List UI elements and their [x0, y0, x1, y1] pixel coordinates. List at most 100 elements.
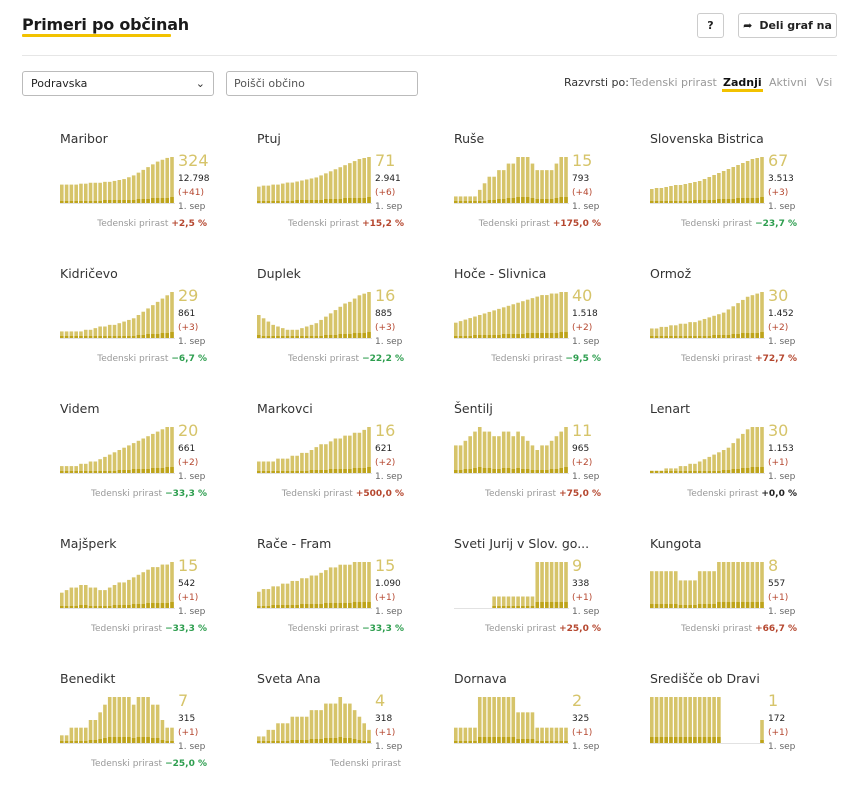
weekly-growth-value: −33,3 %: [362, 624, 404, 634]
municipality-card[interactable]: Slovenska Bistrica 67 3.513 (+3) 1. sep Teden…: [650, 131, 840, 251]
sort-option-all[interactable]: Vsi: [816, 76, 833, 89]
help-button[interactable]: ?: [697, 13, 724, 38]
chart-bar-new: [103, 471, 107, 473]
chart-bar-new: [492, 737, 496, 743]
weekly-growth-label: Tedenski prirast: [97, 219, 169, 229]
chart-bar-new: [712, 471, 716, 473]
chart-bar-new: [338, 334, 343, 338]
chart-bar-new: [257, 741, 261, 743]
last-value: 16: [375, 286, 396, 305]
weekly-growth-label: Tedenski prirast: [681, 354, 753, 364]
chart-bar-new: [511, 737, 516, 743]
chart-bar-new: [266, 471, 271, 473]
chart-bar-new: [726, 470, 731, 473]
chart-bar: [501, 307, 506, 338]
chart-bar: [530, 596, 535, 608]
municipality-card[interactable]: Benedikt 7 315 (+1) 1. sep Tedenski prirast −2…: [60, 671, 250, 791]
municipality-card[interactable]: Šentilj 11 965 (+2) 1. sep Tedenski prirast +7…: [454, 401, 644, 521]
chart-bar: [309, 575, 314, 608]
chart-bar: [664, 571, 668, 608]
chart-bar-new: [112, 200, 117, 203]
municipality-card[interactable]: Sveta Ana 4 318 (+1) 1. sep Tedenski prirast: [257, 671, 447, 791]
date-label: 1. sep: [572, 202, 600, 212]
chart-bar: [324, 444, 328, 473]
chart-bar: [745, 562, 750, 608]
chart-bar-new: [333, 199, 338, 203]
search-input[interactable]: [226, 71, 418, 96]
total-cases: 1.090: [375, 579, 401, 589]
daily-delta: (+2): [768, 323, 789, 333]
chart-bar: [290, 716, 295, 743]
chart-bar: [314, 710, 319, 743]
chart-bar: [88, 182, 93, 203]
chart-bar: [103, 181, 107, 203]
chart-bar: [280, 583, 285, 608]
municipality-card[interactable]: Duplek 16 885 (+3) 1. sep Tedenski prirast −22…: [257, 266, 447, 386]
sort-label: Razvrsti po:: [564, 76, 629, 89]
chart-bar-new: [362, 333, 367, 338]
chart-bar-new: [352, 468, 357, 473]
share-button[interactable]: ➦ Deli graf na: [738, 13, 837, 38]
chart-bar: [328, 441, 333, 474]
chart-bar-new: [300, 740, 304, 743]
bar-chart: [650, 292, 765, 339]
last-value: 30: [768, 286, 789, 305]
chart-bar-new: [333, 738, 338, 743]
municipality-card[interactable]: Videm 20 661 (+2) 1. sep Tedenski prirast −33,…: [60, 401, 250, 521]
chart-bar-new: [276, 741, 280, 743]
municipality-card[interactable]: Ptuj 71 2.941 (+6) 1. sep Tedenski prirast +15…: [257, 131, 447, 251]
chart-bar-new: [367, 197, 371, 203]
chart-bar-new: [516, 197, 520, 203]
chart-bar: [702, 179, 707, 203]
chart-bar-new: [482, 201, 487, 203]
chart-bar: [697, 697, 702, 743]
chart-bar-new: [300, 604, 304, 608]
municipality-card[interactable]: Lenart 30 1.153 (+1) 1. sep Tedenski prirast +…: [650, 401, 840, 521]
chart-bar-new: [678, 471, 683, 473]
weekly-growth: Tedenski prirast −6,7 %: [97, 354, 207, 364]
total-cases: 885: [375, 309, 393, 319]
chart-bar: [516, 302, 520, 338]
chart-bar-new: [745, 602, 750, 608]
region-select[interactable]: Podravska ⌄: [22, 71, 214, 96]
total-cases: 965: [572, 444, 590, 454]
municipality-card[interactable]: Majšperk 15 542 (+1) 1. sep Tedenski prirast −…: [60, 536, 250, 656]
municipality-card[interactable]: Središče ob Dravi 1 172 (+1) 1. sep: [650, 671, 840, 791]
last-value: 4: [375, 691, 386, 710]
sort-option-active[interactable]: Aktivni: [769, 76, 807, 89]
chart-bar: [348, 703, 352, 743]
chart-bar-new: [285, 336, 290, 338]
municipality-card[interactable]: Ormož 30 1.452 (+2) 1. sep Tedenski prirast +7…: [650, 266, 840, 386]
chart-bar: [673, 185, 678, 203]
bar-chart: [454, 562, 569, 609]
municipality-card[interactable]: Rače - Fram 15 1.090 (+1) 1. sep Tedenski pri…: [257, 536, 447, 656]
chart-bar-new: [511, 606, 516, 608]
chart-bar: [271, 184, 275, 203]
municipality-card[interactable]: Hoče - Slivnica 40 1.518 (+2) 1. sep Tedenski…: [454, 266, 644, 386]
municipality-card[interactable]: Ruše 15 793 (+4) 1. sep Tedenski prirast +175,…: [454, 131, 644, 251]
chart-bar: [697, 181, 702, 203]
chart-bar-new: [564, 741, 568, 743]
municipality-card[interactable]: Sveti Jurij v Slov. go... 9 338 (+1) 1. sep T…: [454, 536, 644, 656]
chart-bar: [559, 292, 564, 338]
chart-bar: [338, 564, 343, 608]
chart-bar: [348, 564, 352, 608]
weekly-growth-label: Tedenski prirast: [97, 354, 169, 364]
sort-option-last[interactable]: Zadnji: [722, 76, 763, 92]
chart-bar: [165, 727, 170, 743]
municipality-card[interactable]: Markovci 16 621 (+2) 1. sep Tedenski prirast +…: [257, 401, 447, 521]
municipality-card[interactable]: Kungota 8 557 (+1) 1. sep Tedenski prirast +66…: [650, 536, 840, 656]
chart-bar: [64, 590, 69, 608]
total-cases: 12.798: [178, 174, 210, 184]
chart-bar: [271, 461, 275, 473]
municipality-card[interactable]: Kidričevo 29 861 (+3) 1. sep Tedenski prirast…: [60, 266, 250, 386]
municipality-card[interactable]: Maribor 324 12.798 (+41) 1. sep Tedenski prir…: [60, 131, 250, 251]
chart-bar-new: [525, 606, 530, 608]
chart-bar: [122, 447, 126, 473]
chart-bar-new: [487, 200, 492, 203]
sort-option-weekly-growth[interactable]: Tedenski prirast: [630, 76, 717, 89]
chart-bar: [683, 184, 688, 203]
chart-bar: [257, 591, 261, 608]
municipality-card[interactable]: Dornava 2 325 (+1) 1. sep: [454, 671, 644, 791]
chart-bar-new: [160, 198, 165, 203]
